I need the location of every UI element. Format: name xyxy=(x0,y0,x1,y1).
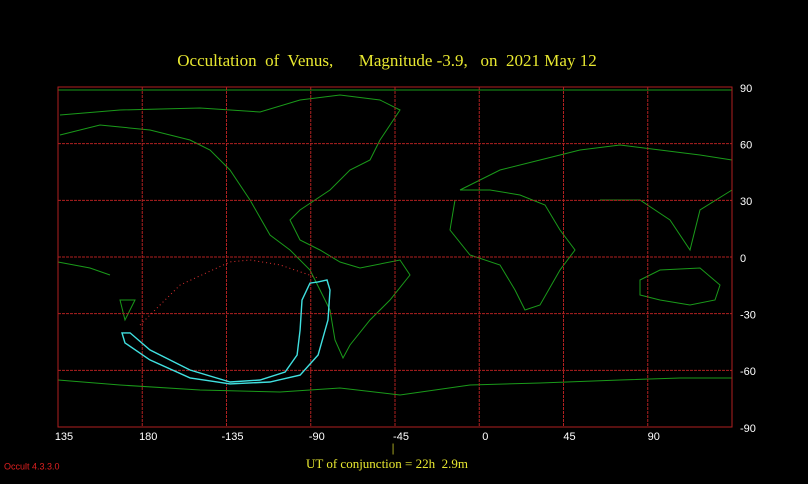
x-tick-label: 135 xyxy=(55,431,73,443)
x-tick-label: -135 xyxy=(221,431,243,443)
footer: UT of conjunction = 22h 2.9m xyxy=(306,456,468,471)
marker: | xyxy=(392,440,395,455)
chart-title: Occultation of Venus, Magnitude -3.9, on… xyxy=(177,51,596,70)
tracks xyxy=(121,259,331,385)
axes: 135 180 -135 -90 -45 0 45 90 90 60 30 0 -30 -60 -90 xyxy=(55,83,756,443)
x-tick-label: 90 xyxy=(648,431,660,443)
y-tick-label: 30 xyxy=(740,196,752,208)
coastline xyxy=(119,267,721,322)
x-tick-label: -90 xyxy=(309,431,325,443)
y-tick-label: 60 xyxy=(740,140,752,152)
x-tick-label: 180 xyxy=(139,431,157,443)
y-tick-label: 0 xyxy=(740,253,746,265)
x-tick-label: -45 xyxy=(393,431,409,443)
x-tick-label: 45 xyxy=(563,431,575,443)
y-tick-label: 90 xyxy=(740,83,752,95)
occultation-path xyxy=(139,259,319,326)
y-tick-label: -90 xyxy=(740,423,756,435)
y-tick-label: -30 xyxy=(740,310,756,322)
occultation-path xyxy=(121,279,331,385)
x-tick-label: 0 xyxy=(482,431,488,443)
version: Occult 4.3.3.0 xyxy=(4,461,60,471)
coastline xyxy=(57,377,732,396)
y-tick-label: -60 xyxy=(740,366,756,378)
